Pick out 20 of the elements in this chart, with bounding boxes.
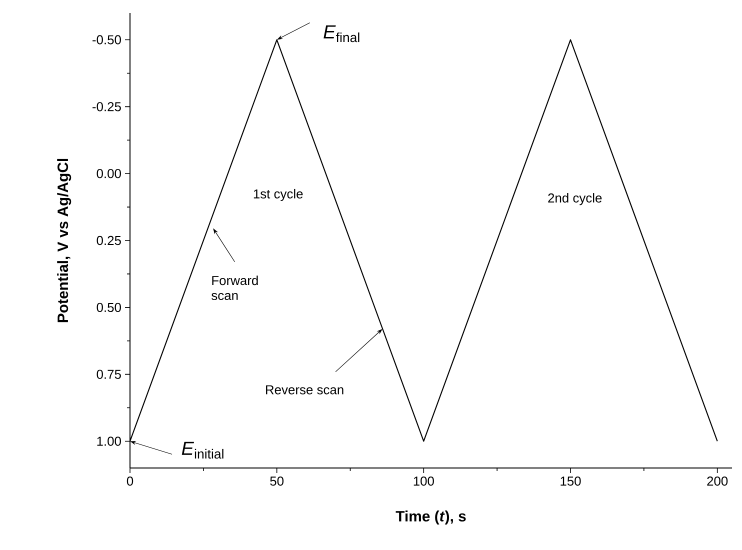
annotation: 1st cycle: [254, 188, 303, 202]
annotation: Reverse scan: [266, 385, 344, 394]
y-tick-label: -0.25: [92, 102, 121, 112]
x-tick-label: 200: [707, 476, 728, 486]
x-tick-label: 50: [270, 476, 284, 486]
annotation: Forward scan: [212, 276, 258, 300]
annotation: E$_{final}$: [324, 25, 360, 42]
y-tick-label: -0.50: [92, 35, 121, 44]
x-axis-title: Time (t), s: [396, 510, 466, 524]
x-tick-label: 150: [560, 476, 581, 486]
y-tick-label: 0.25: [96, 236, 121, 246]
x-tick-label: 100: [414, 476, 434, 486]
y-tick-label: 0.50: [96, 302, 121, 312]
y-tick-label: 0.75: [96, 370, 121, 379]
y-tick-label: 0.00: [96, 169, 121, 178]
x-tick-label: 0: [126, 476, 134, 486]
y-axis-title: Potential, V vs Ag/AgCl: [57, 158, 72, 322]
annotation: E$_{initial}$: [182, 442, 224, 459]
y-tick-label: 1.00: [97, 436, 121, 446]
annotation: 2nd cycle: [548, 193, 602, 206]
